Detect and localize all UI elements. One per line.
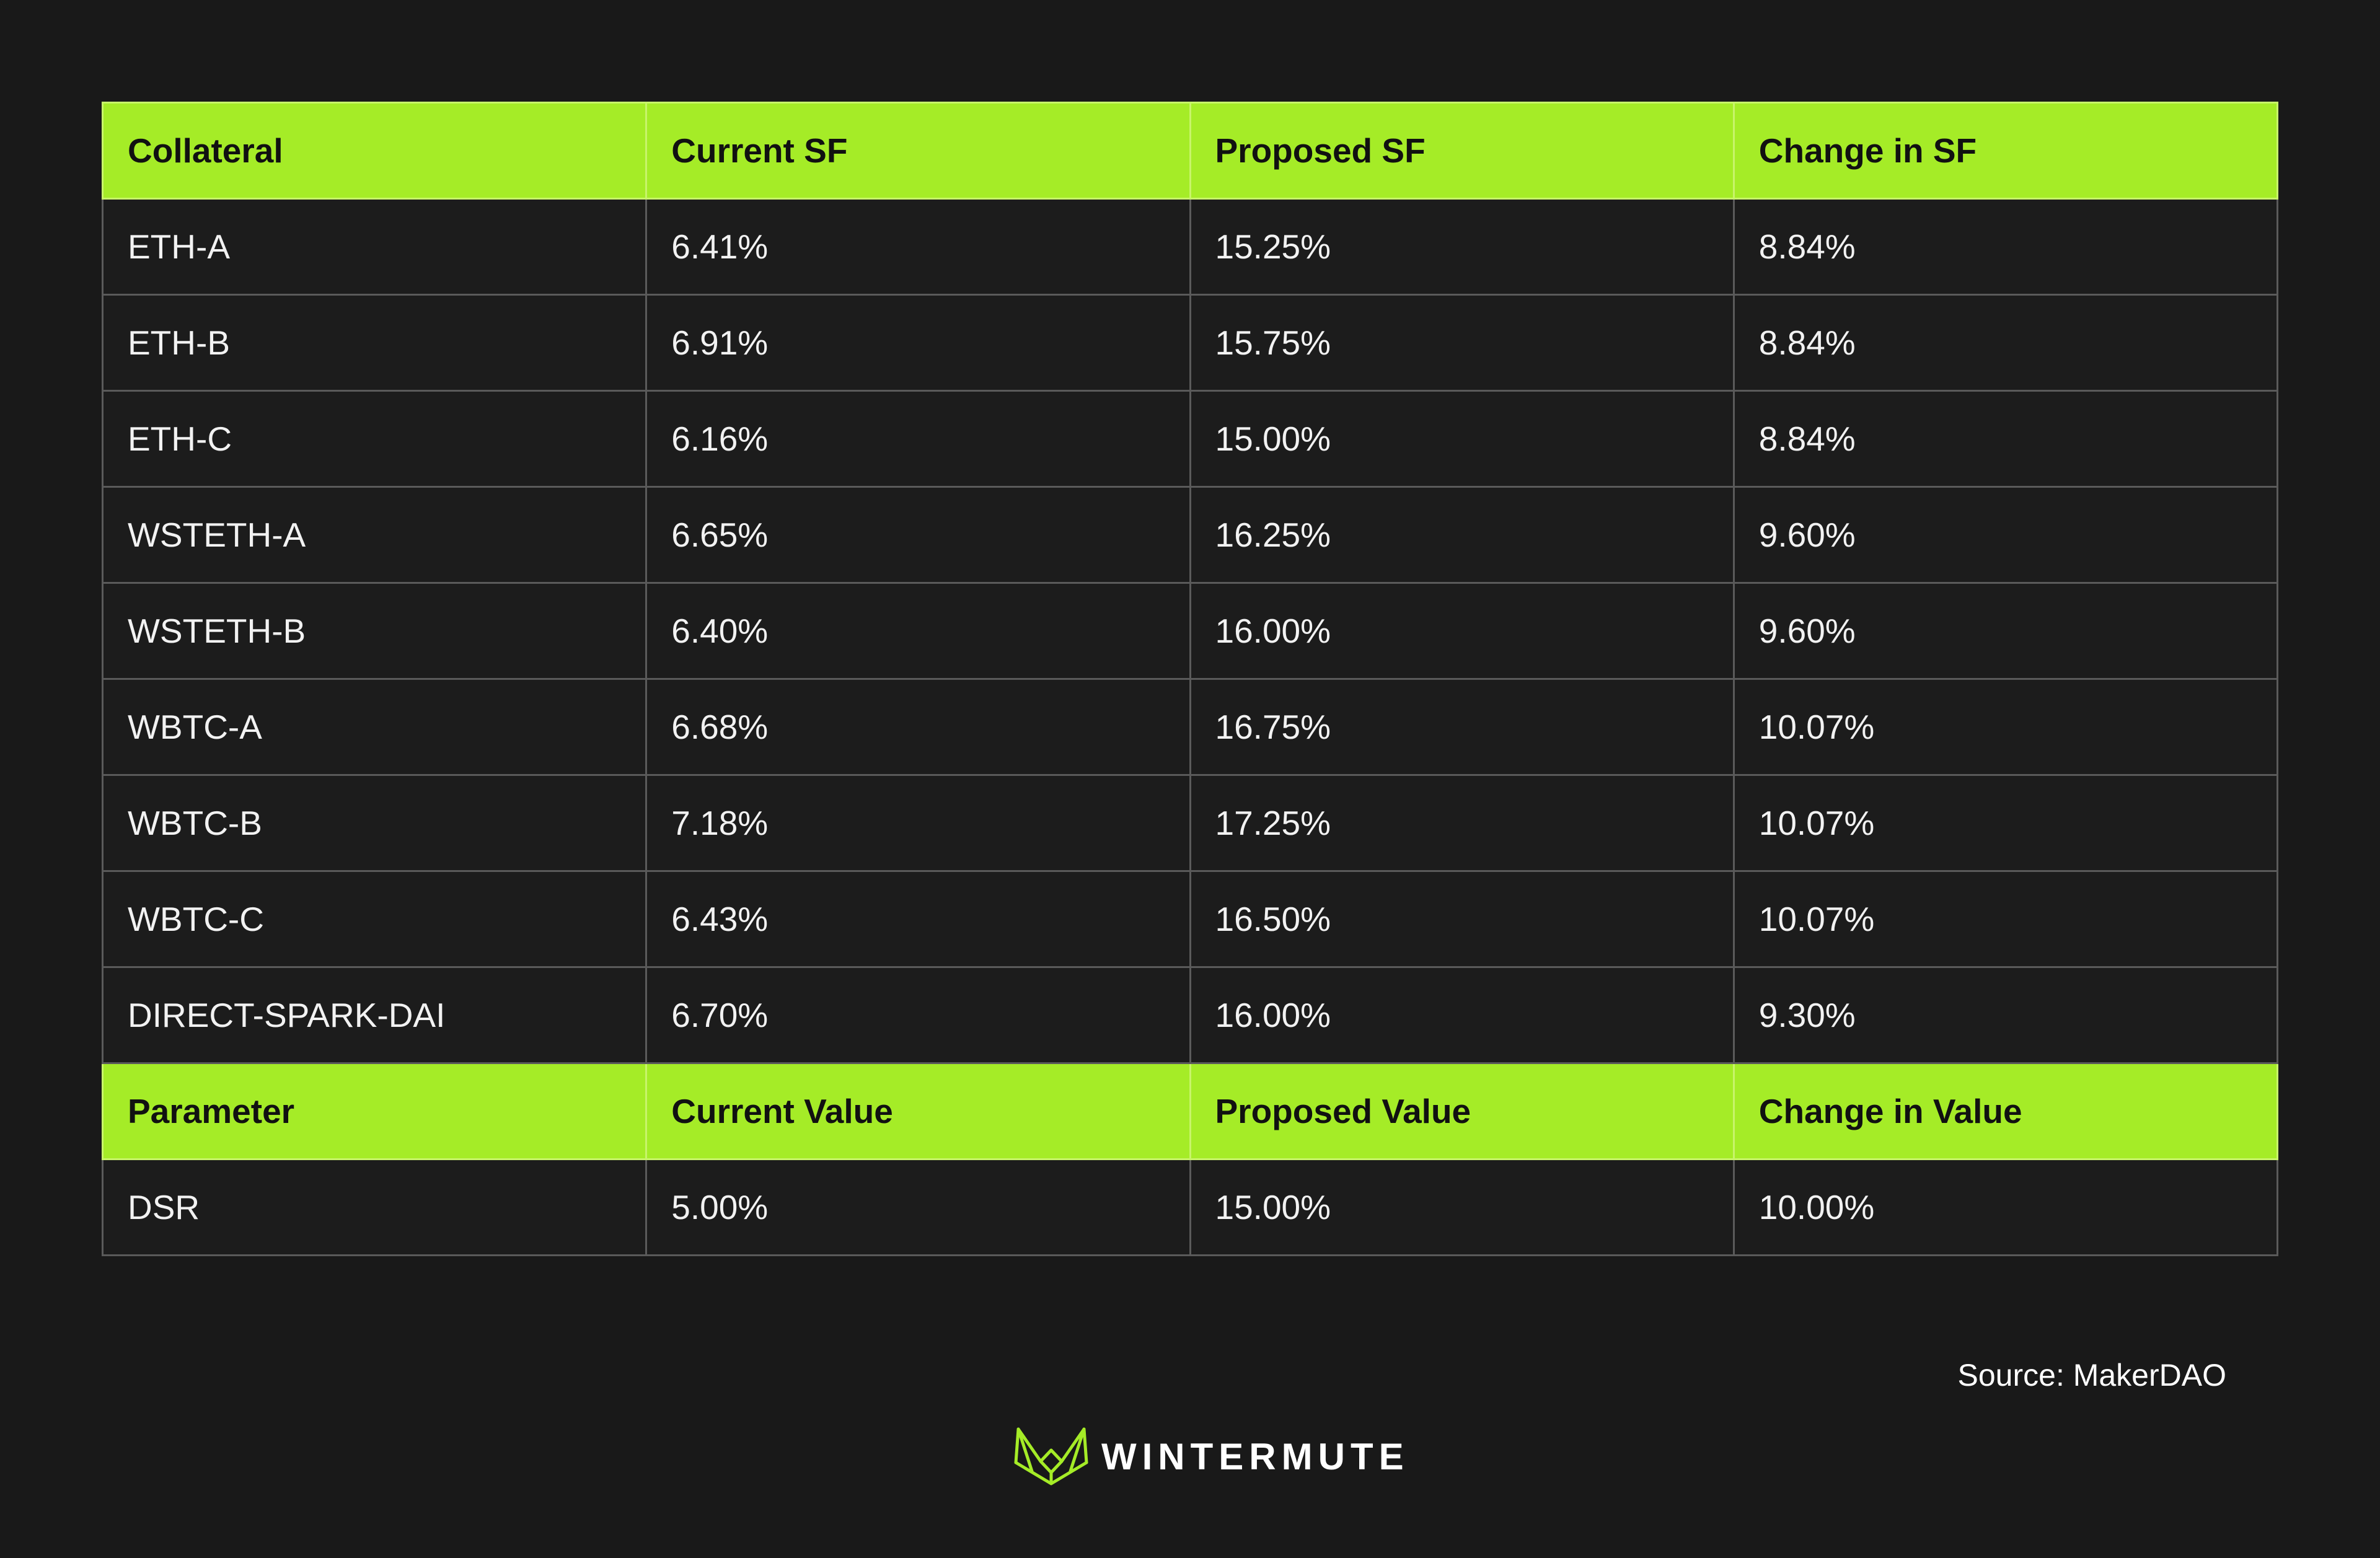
- header-cell-current-value: Current Value: [645, 1062, 1191, 1160]
- table-cell: 6.41%: [645, 198, 1191, 296]
- table-row: DSR 5.00% 15.00% 10.00%: [101, 1158, 2279, 1256]
- brand-logo: WINTERMUTE: [1013, 1425, 1409, 1487]
- table-cell: 15.00%: [1189, 1158, 1735, 1256]
- table-row: WBTC-A 6.68% 16.75% 10.07%: [101, 678, 2279, 776]
- table-cell: 6.68%: [645, 678, 1191, 776]
- table-cell: WBTC-B: [101, 774, 648, 872]
- table-cell: DSR: [101, 1158, 648, 1256]
- table-cell: 16.75%: [1189, 678, 1735, 776]
- table-cell: 7.18%: [645, 774, 1191, 872]
- header-cell-proposed-sf: Proposed SF: [1189, 102, 1735, 200]
- table-cell: 6.70%: [645, 966, 1191, 1064]
- table-cell: 8.84%: [1732, 198, 2279, 296]
- table-cell: 6.40%: [645, 582, 1191, 680]
- table-cell: 10.07%: [1732, 774, 2279, 872]
- wintermute-logo-icon: [1014, 1427, 1088, 1485]
- table-header-row: Collateral Current SF Proposed SF Change…: [101, 102, 2279, 200]
- table-row: ETH-C 6.16% 15.00% 8.84%: [101, 390, 2279, 488]
- table-cell: 16.50%: [1189, 870, 1735, 968]
- table-header-row: Parameter Current Value Proposed Value C…: [101, 1062, 2279, 1160]
- table-cell: 16.25%: [1189, 486, 1735, 584]
- table-row: WBTC-C 6.43% 16.50% 10.07%: [101, 870, 2279, 968]
- table-cell: WBTC-C: [101, 870, 648, 968]
- table-row: WBTC-B 7.18% 17.25% 10.07%: [101, 774, 2279, 872]
- source-note: Source: MakerDAO: [1957, 1358, 2226, 1393]
- header-cell-change-in-sf: Change in SF: [1732, 102, 2279, 200]
- table-cell: 15.00%: [1189, 390, 1735, 488]
- table-cell: ETH-C: [101, 390, 648, 488]
- table-cell: 5.00%: [645, 1158, 1191, 1256]
- table-row: WSTETH-A 6.65% 16.25% 9.60%: [101, 486, 2279, 584]
- table-row: ETH-B 6.91% 15.75% 8.84%: [101, 294, 2279, 392]
- rates-table: Collateral Current SF Proposed SF Change…: [101, 102, 2279, 1256]
- table-cell: 6.91%: [645, 294, 1191, 392]
- table-cell: 15.75%: [1189, 294, 1735, 392]
- table-cell: 6.43%: [645, 870, 1191, 968]
- header-cell-parameter: Parameter: [101, 1062, 648, 1160]
- table-cell: 9.60%: [1732, 486, 2279, 584]
- table-row: ETH-A 6.41% 15.25% 8.84%: [101, 198, 2279, 296]
- header-cell-collateral: Collateral: [101, 102, 648, 200]
- table-cell: 8.84%: [1732, 390, 2279, 488]
- table-cell: 9.60%: [1732, 582, 2279, 680]
- table-cell: DIRECT-SPARK-DAI: [101, 966, 648, 1064]
- table-cell: WSTETH-B: [101, 582, 648, 680]
- table-cell: 10.07%: [1732, 870, 2279, 968]
- table-cell: 10.07%: [1732, 678, 2279, 776]
- table-cell: WBTC-A: [101, 678, 648, 776]
- table-cell: ETH-B: [101, 294, 648, 392]
- table-cell: 8.84%: [1732, 294, 2279, 392]
- table-cell: 10.00%: [1732, 1158, 2279, 1256]
- header-cell-current-sf: Current SF: [645, 102, 1191, 200]
- table-cell: 9.30%: [1732, 966, 2279, 1064]
- table-cell: 16.00%: [1189, 582, 1735, 680]
- table-cell: 16.00%: [1189, 966, 1735, 1064]
- table-cell: ETH-A: [101, 198, 648, 296]
- header-cell-proposed-value: Proposed Value: [1189, 1062, 1735, 1160]
- header-cell-change-in-value: Change in Value: [1732, 1062, 2279, 1160]
- table-cell: 17.25%: [1189, 774, 1735, 872]
- brand-wordmark: WINTERMUTE: [1101, 1435, 1409, 1477]
- table-cell: 6.16%: [645, 390, 1191, 488]
- table-cell: 15.25%: [1189, 198, 1735, 296]
- table-cell: WSTETH-A: [101, 486, 648, 584]
- table-row: WSTETH-B 6.40% 16.00% 9.60%: [101, 582, 2279, 680]
- table-row: DIRECT-SPARK-DAI 6.70% 16.00% 9.30%: [101, 966, 2279, 1064]
- table-cell: 6.65%: [645, 486, 1191, 584]
